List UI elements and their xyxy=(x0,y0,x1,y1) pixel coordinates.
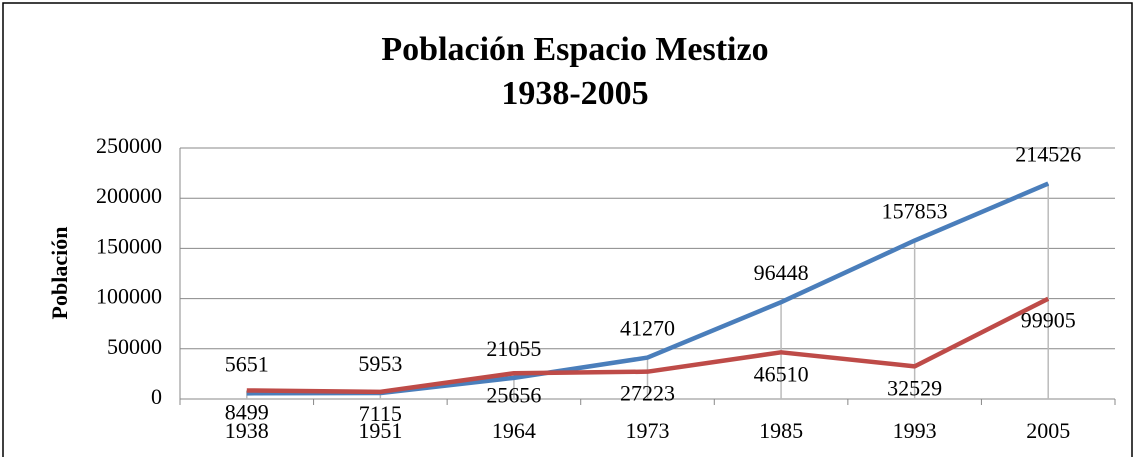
y-tick-label: 150000 xyxy=(96,233,162,258)
data-label: 7115 xyxy=(359,401,402,426)
y-tick-label: 200000 xyxy=(96,183,162,208)
chart-title: 1938-2005 xyxy=(501,75,648,112)
x-tick-label: 1951 xyxy=(358,418,402,443)
data-label: 99905 xyxy=(1021,308,1076,333)
x-tick-label: 1964 xyxy=(492,418,536,443)
chart-title: Población Espacio Mestizo xyxy=(381,31,768,68)
data-label: 96448 xyxy=(754,260,809,285)
y-axis-label: Población xyxy=(47,227,72,320)
x-tick-label: 2005 xyxy=(1026,418,1070,443)
data-label: 25656 xyxy=(486,382,541,407)
data-label: 8499 xyxy=(225,400,269,425)
data-label: 5953 xyxy=(358,351,402,376)
y-tick-label: 100000 xyxy=(96,284,162,309)
x-tick-label: 1985 xyxy=(759,418,803,443)
x-tick-label: 1973 xyxy=(626,418,670,443)
data-label: 214526 xyxy=(1015,142,1081,167)
line-series xyxy=(246,296,1050,395)
data-label: 157853 xyxy=(882,199,948,224)
x-tick-label: 1993 xyxy=(893,418,937,443)
data-label: 32529 xyxy=(887,375,942,400)
x-tick-label: 1938 xyxy=(225,418,269,443)
data-label: 21055 xyxy=(486,336,541,361)
y-tick-label: 50000 xyxy=(107,334,162,359)
data-label: 5651 xyxy=(225,351,269,376)
data-label: 46510 xyxy=(754,361,809,386)
y-tick-label: 0 xyxy=(151,384,162,409)
data-label: 41270 xyxy=(620,316,675,341)
data-label: 27223 xyxy=(620,381,675,406)
y-tick-label: 250000 xyxy=(96,133,162,158)
